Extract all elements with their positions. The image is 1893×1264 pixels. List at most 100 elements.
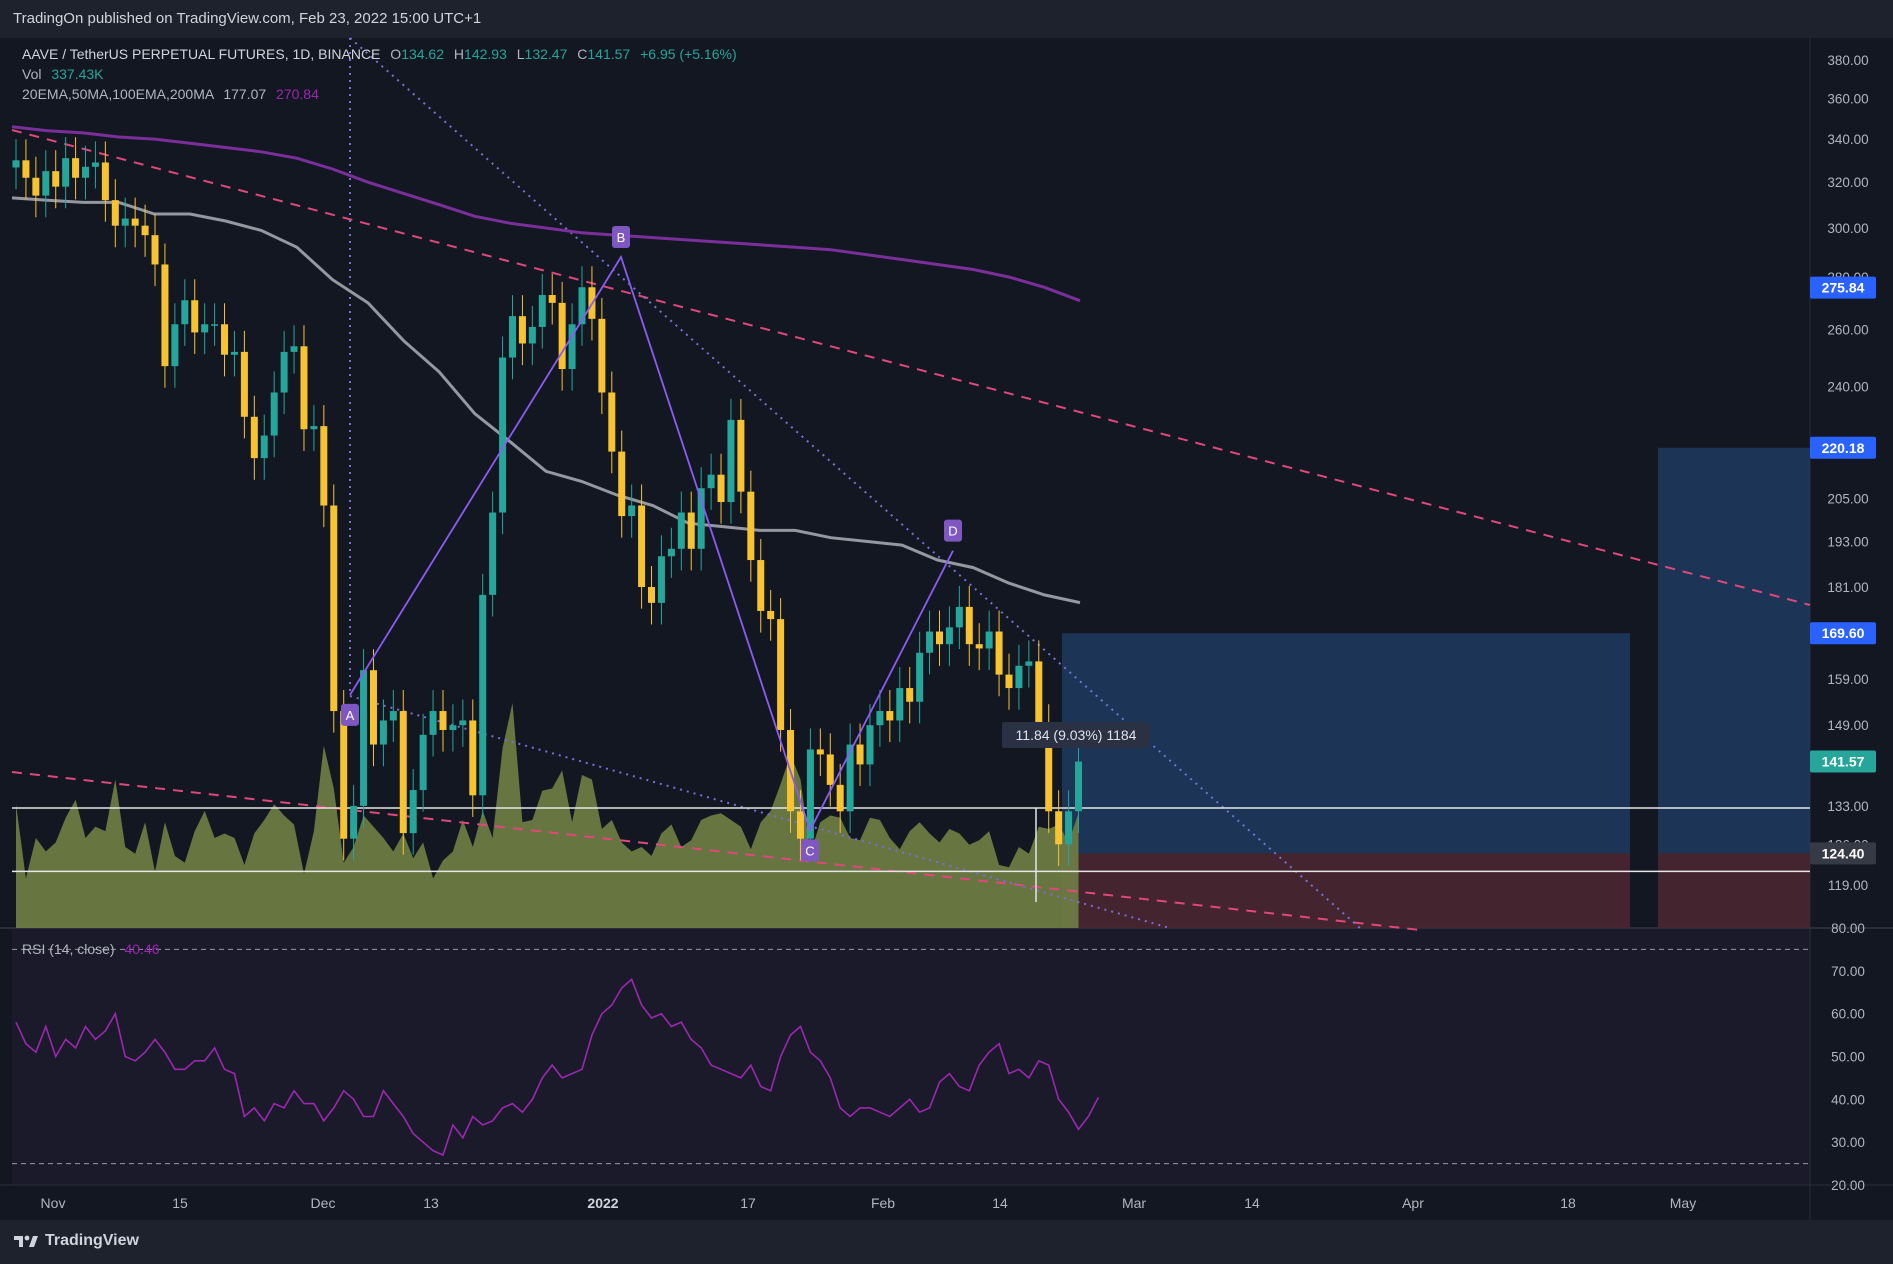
candle-body: [906, 688, 914, 702]
candle-body: [1015, 665, 1023, 689]
candle-body: [12, 160, 20, 168]
ma-label: 20EMA,50MA,100EMA,200MA: [22, 86, 214, 102]
time-axis-tick: Apr: [1402, 1195, 1424, 1211]
ma-value-1: 177.07: [223, 86, 267, 102]
price-axis-tick: 119.00: [1828, 878, 1868, 893]
candle-body: [916, 652, 924, 702]
ma-line-100ema: [11, 196, 1081, 605]
price-axis-tick: 181.00: [1827, 580, 1868, 595]
time-axis-tick: 14: [1244, 1195, 1260, 1211]
candle-body: [101, 162, 109, 201]
candle-body: [429, 711, 437, 735]
pattern-label-b: B: [617, 230, 626, 245]
ma-value-2: 270.84: [276, 86, 319, 102]
time-axis-tick: 18: [1560, 1195, 1576, 1211]
time-axis-tick: Feb: [871, 1195, 895, 1211]
candle-body: [439, 711, 447, 730]
volume-value: 337.43K: [51, 66, 104, 82]
target-zone-2: [1658, 447, 1810, 854]
price-axis-tick: 340.00: [1827, 132, 1868, 147]
time-axis-tick: 2022: [587, 1195, 618, 1211]
close-value: 141.57: [587, 46, 631, 62]
candle-body: [479, 594, 487, 796]
tradingview-brand: TradingView: [45, 1232, 139, 1249]
candle-body: [260, 435, 268, 459]
candle-body: [360, 670, 368, 806]
candle-body: [32, 177, 40, 196]
price-axis-tick: 149.00: [1827, 718, 1868, 733]
candle-body: [707, 474, 715, 489]
candle-body: [1055, 811, 1063, 845]
price-axis-tick: 193.00: [1827, 534, 1868, 549]
price-label-box: [1810, 276, 1876, 299]
candle-body: [1005, 674, 1013, 689]
candle-body: [82, 166, 90, 178]
time-axis-tick: 15: [172, 1195, 188, 1211]
time-axis-tick: Mar: [1122, 1195, 1146, 1211]
rsi-axis-tick: 70.00: [1831, 964, 1865, 979]
price-label-text: 124.40: [1822, 845, 1865, 861]
tradingview-footer: TradingView: [0, 1220, 1893, 1264]
stop-zone-2: [1658, 853, 1810, 928]
candle-body: [697, 488, 705, 549]
candle-body: [727, 419, 735, 503]
price-label-box: [1810, 436, 1876, 459]
candle-body: [638, 505, 646, 587]
candle-body: [320, 426, 328, 506]
candle-body: [121, 218, 129, 226]
candle-body: [91, 162, 99, 167]
candle-body: [131, 218, 139, 226]
measure-text: 11.84 (9.03%) 1184: [1016, 727, 1137, 743]
candle-body: [509, 316, 516, 358]
candle-body: [330, 505, 338, 712]
pattern-label-a: A: [346, 708, 355, 723]
price-axis-tick: 360.00: [1827, 91, 1868, 106]
candle-body: [955, 606, 963, 628]
candle-body: [22, 160, 30, 178]
candle-body: [201, 324, 209, 333]
candle-body: [836, 784, 844, 812]
candle-body: [737, 419, 745, 492]
candle-body: [181, 300, 189, 325]
candle-body: [280, 351, 288, 393]
candle-body: [310, 426, 318, 430]
pattern-point-c: [801, 839, 819, 862]
candle-body: [578, 287, 586, 325]
close-label: C: [577, 46, 588, 62]
candle-body: [667, 548, 675, 557]
candle-body: [221, 324, 229, 355]
candle-body: [866, 725, 874, 765]
high-value: 142.93: [464, 46, 507, 62]
pattern-point-a: [341, 703, 359, 726]
candle-body: [598, 318, 606, 393]
low-label: L: [516, 46, 525, 62]
candle-body: [1075, 761, 1083, 812]
candle-body: [290, 346, 298, 352]
candle-body: [399, 711, 407, 834]
candle-body: [548, 295, 556, 303]
rsi-axis-tick: 30.00: [1831, 1135, 1865, 1150]
candle-body: [72, 158, 80, 178]
rsi-axis-tick: 60.00: [1831, 1007, 1865, 1022]
tradingview-logo-icon: [14, 1235, 38, 1247]
price-chart[interactable]: A B C D 11.84 (9.03%) 1184 380.00 360.00 340.00…: [0, 0, 1893, 1220]
candle-body: [975, 644, 983, 649]
candle-body: [469, 720, 477, 796]
candle-body: [608, 392, 616, 452]
candle-body: [806, 749, 814, 839]
candle-body: [62, 158, 70, 187]
price-label-text: 141.57: [1822, 754, 1865, 770]
price-label-box: [1810, 622, 1876, 645]
rsi-label: RSI (14, close): [22, 941, 115, 957]
time-axis-tick: 14: [992, 1195, 1008, 1211]
tradingview-logo[interactable]: TradingView: [13, 1232, 139, 1250]
candle-body: [558, 302, 566, 370]
price-axis-tick: 159.00: [1827, 672, 1868, 687]
time-axis-tick: Nov: [41, 1195, 66, 1211]
candle-body: [191, 300, 199, 333]
price-axis-tick: 380.00: [1827, 53, 1868, 68]
candle-body: [618, 451, 626, 517]
stop-zone-1: [1062, 853, 1630, 928]
candle-body: [777, 619, 785, 730]
candle-body: [816, 749, 824, 755]
